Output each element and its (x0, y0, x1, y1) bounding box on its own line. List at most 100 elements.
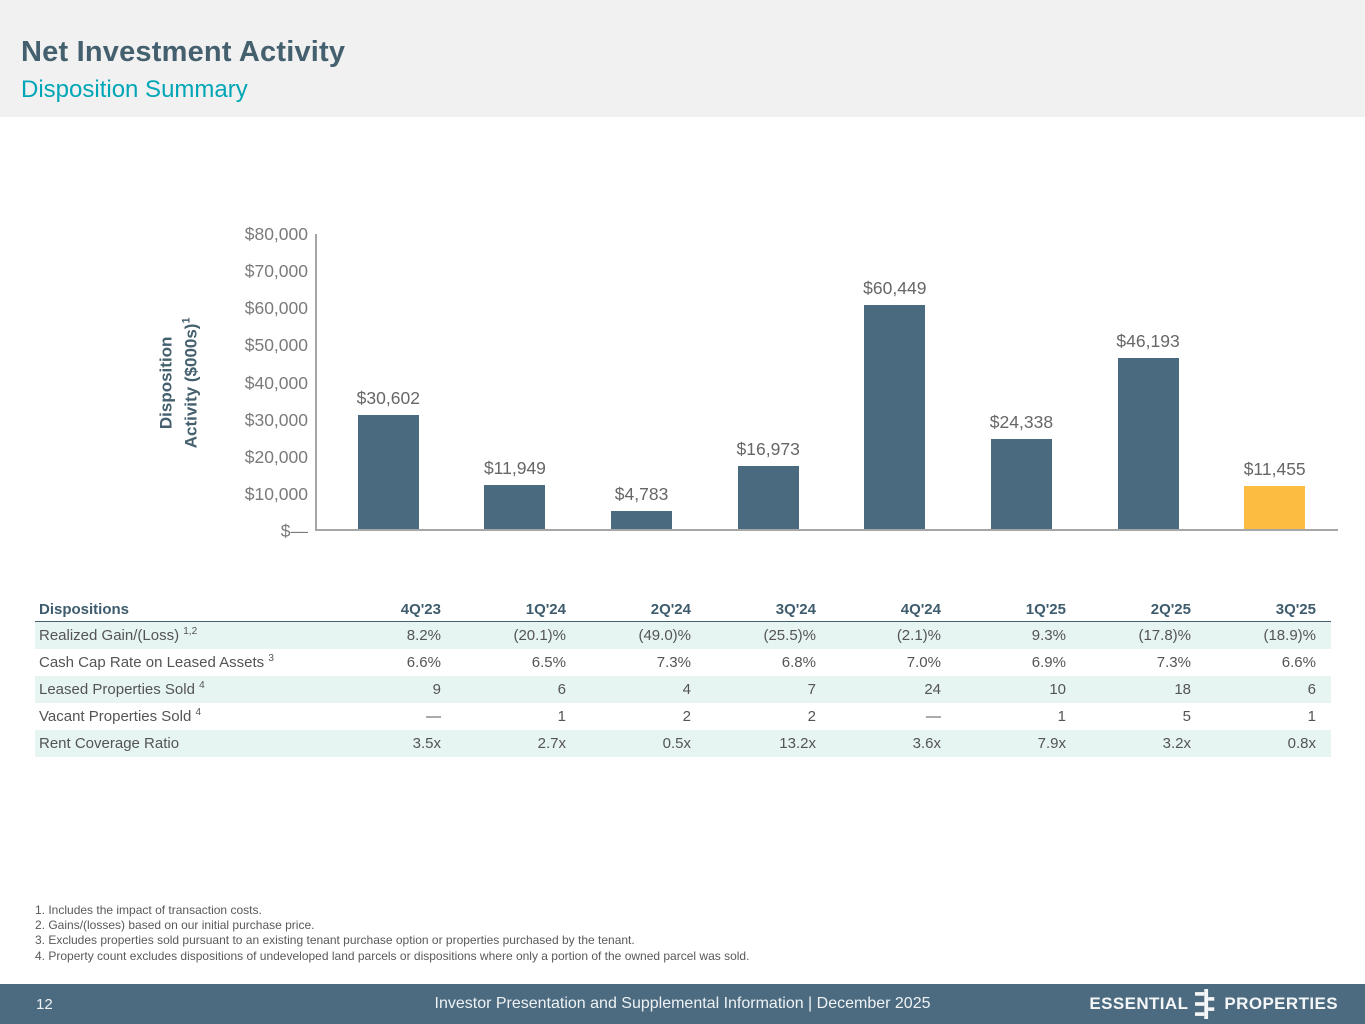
table-cell: 7.3% (656, 654, 691, 671)
table-cell: 7 (807, 681, 816, 698)
table-header-row: Dispositions 4Q'23 1Q'24 2Q'24 3Q'24 4Q'24 1Q… (35, 597, 1331, 622)
table-cell: 6.5% (531, 654, 566, 671)
table-cell: (49.0)% (638, 627, 691, 644)
table-cell: 18 (1174, 681, 1191, 698)
column-header-4Q'24: 4Q'24 (900, 600, 941, 618)
bar-slot-1Q'25: $24,338 (958, 234, 1085, 529)
table-cell: 6.6% (1281, 654, 1316, 671)
disposition-chart: Disposition Activity ($000s)1 $80,000 $70… (0, 224, 1365, 541)
table-cell: 9 (432, 681, 441, 698)
table-row: Leased Properties Sold 4 9 6 4 7 24 10 18 6 (35, 676, 1331, 703)
y-tick-label: $20,000 (244, 447, 308, 467)
bar-value-label: $24,338 (989, 412, 1054, 432)
y-tick-label: $40,000 (244, 373, 308, 393)
page-subtitle: Disposition Summary (21, 76, 248, 103)
bar-value-label: $4,783 (614, 484, 669, 504)
essential-properties-mark-icon (1195, 989, 1215, 1019)
table-cell: 6.8% (781, 654, 816, 671)
footnote-line: 1. Includes the impact of transaction co… (35, 903, 262, 917)
page-number: 12 (36, 995, 53, 1013)
row-label-footnote-ref: 3 (268, 653, 274, 664)
logo-text-properties: PROPERTIES (1224, 994, 1338, 1013)
table-row: Rent Coverage Ratio 3.5x 2.7x 0.5x 13.2x 3.6… (35, 730, 1331, 757)
table-cell: 6 (1307, 681, 1316, 698)
logo-text-essential: ESSENTIAL (1089, 994, 1189, 1013)
bar-slot-2Q'24: $4,783 (578, 234, 705, 529)
footnote-line: 2. Gains/(losses) based on our initial p… (35, 918, 315, 933)
table-cell: (25.5)% (763, 627, 816, 644)
table-cell: 6.9% (1031, 654, 1066, 671)
bar-slot-3Q'24: $16,973 (705, 234, 832, 529)
table-cell: (20.1)% (513, 627, 566, 644)
bars: $30,602 $11,949 $4,783 $16,973 $60,449 $24,33… (317, 234, 1338, 529)
table-cell: 2 (807, 708, 816, 725)
table-row: Cash Cap Rate on Leased Assets 3 6.6% 6.5%… (35, 649, 1331, 676)
footer-bar: 12 Investor Presentation and Supplementa… (0, 984, 1365, 1024)
table-cell: 3.2x (1162, 735, 1191, 752)
bar-slot-2Q'25: $46,193 (1085, 234, 1212, 529)
page-title: Net Investment Activity (21, 36, 346, 68)
row-label: Leased Properties Sold 4 (39, 680, 205, 699)
bar-value-label: $30,602 (356, 388, 420, 408)
row-label: Realized Gain/(Loss) 1,2 (39, 626, 198, 645)
bar-value-label: $60,449 (863, 278, 927, 298)
table-cell: — (426, 708, 441, 725)
row-label-footnote-ref: 4 (199, 680, 205, 691)
bar-value-label: $11,455 (1243, 459, 1306, 479)
table-cell: 0.8x (1287, 735, 1316, 752)
row-label: Vacant Properties Sold 4 (39, 707, 202, 726)
column-header-2Q'24: 2Q'24 (650, 600, 691, 618)
column-header-3Q'25: 3Q'25 (1275, 600, 1316, 618)
row-label: Cash Cap Rate on Leased Assets 3 (39, 653, 274, 672)
table-cell: 8.2% (406, 627, 441, 644)
bar-2Q'24 (611, 511, 673, 529)
table-cell: 6 (557, 681, 566, 698)
table-cell: 3.5x (412, 735, 441, 752)
table-cell: 13.2x (779, 735, 816, 752)
table-cell: 4 (682, 681, 691, 698)
bar-4Q'24 (864, 305, 926, 529)
table-cell: 10 (1049, 681, 1066, 698)
table-row: Realized Gain/(Loss) 1,2 8.2% (20.1)% (49.0… (35, 622, 1331, 649)
table-cell: 6.6% (406, 654, 441, 671)
table-title-label: Dispositions (39, 600, 130, 618)
table-cell: (17.8)% (1138, 627, 1191, 644)
y-tick-label: $30,000 (244, 410, 308, 430)
y-axis-title-line1: Disposition (156, 336, 176, 429)
table-cell: (2.1)% (896, 627, 941, 644)
bar-1Q'24 (484, 485, 546, 529)
row-label-footnote-ref: 1,2 (183, 626, 198, 637)
table-cell: 3.6x (912, 735, 941, 752)
dispositions-table: Dispositions 4Q'23 1Q'24 2Q'24 3Q'24 4Q'24 1Q… (35, 597, 1331, 757)
bar-slot-4Q'24: $60,449 (832, 234, 959, 529)
y-axis-ticks: $80,000 $70,000 $60,000 $50,000 $40,000 $30,0… (180, 224, 308, 541)
y-tick-label: $80,000 (244, 224, 308, 244)
footnote-line: 3. Excludes properties sold pursuant to … (35, 933, 635, 948)
y-tick-label: $60,000 (244, 298, 308, 318)
table-cell: 1 (557, 708, 566, 725)
table-cell: (18.9)% (1263, 627, 1316, 644)
footnotes: 1. Includes the impact of transaction co… (35, 903, 749, 964)
company-logo: ESSENTIAL PROPERTIES (1089, 984, 1338, 1024)
row-label-footnote-ref: 4 (195, 707, 202, 718)
y-tick-label: $70,000 (244, 261, 308, 281)
y-tick-label: $10,000 (244, 484, 308, 504)
bar-value-label: $16,973 (736, 439, 800, 459)
table-cell: 9.3% (1031, 627, 1066, 644)
table-cell: 7.3% (1156, 654, 1191, 671)
column-header-1Q'25: 1Q'25 (1025, 600, 1066, 618)
footer-title: Investor Presentation and Supplemental I… (434, 995, 931, 1012)
table-cell: 2 (682, 708, 691, 725)
table-cell: 7.0% (906, 654, 941, 671)
table-cell: 7.9x (1037, 735, 1066, 752)
table-cell: 24 (924, 681, 941, 698)
bar-3Q'24 (737, 466, 799, 529)
table-cell: 1 (1307, 708, 1316, 725)
row-label: Rent Coverage Ratio (39, 735, 180, 752)
y-tick-label: $— (280, 521, 308, 541)
column-header-1Q'24: 1Q'24 (525, 600, 566, 618)
y-tick-label: $50,000 (244, 335, 308, 355)
header-band: Net Investment Activity Disposition Summ… (0, 0, 1365, 117)
bar-slot-1Q'24: $11,949 (452, 234, 579, 529)
table-cell: 1 (1057, 708, 1066, 725)
